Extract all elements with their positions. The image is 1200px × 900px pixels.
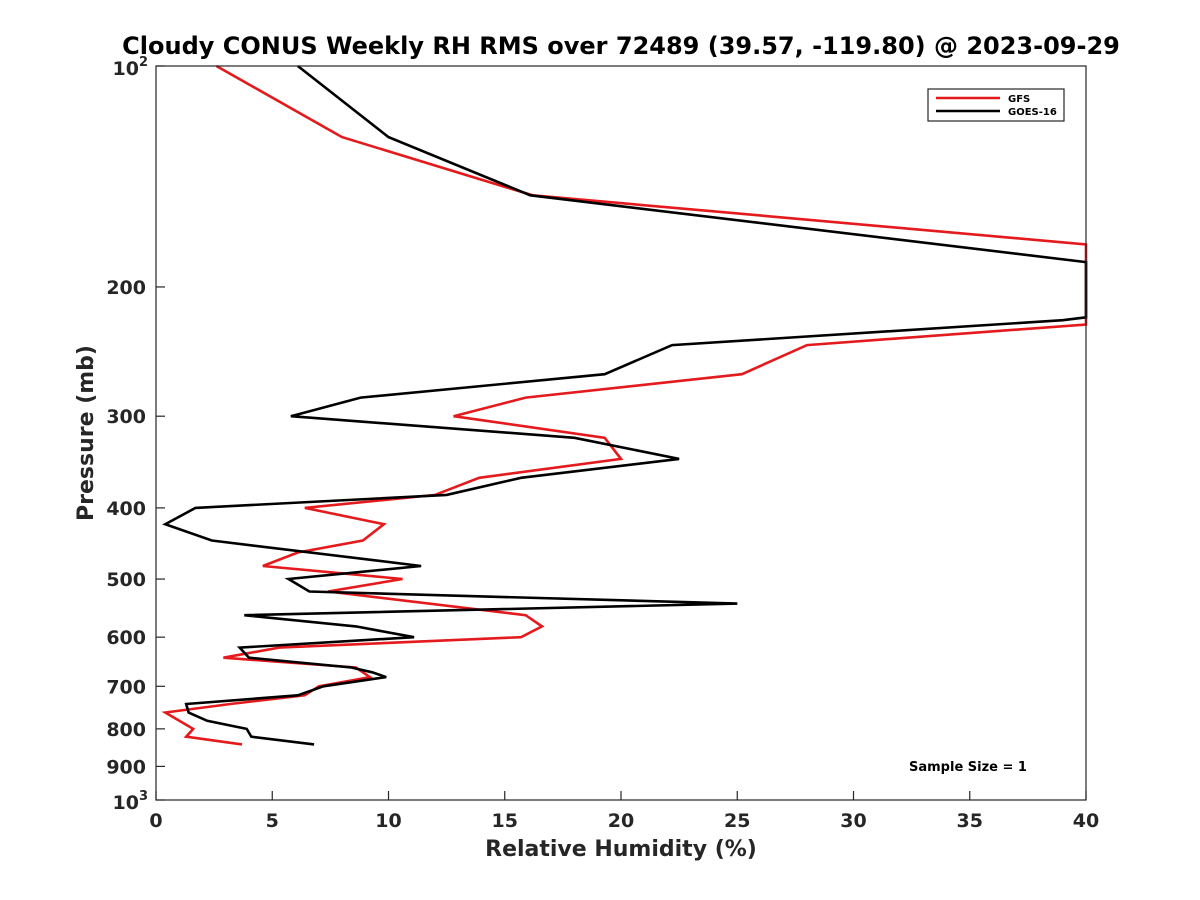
x-tick-label: 40 [1073, 810, 1099, 832]
x-tick-label: 10 [375, 810, 401, 832]
legend-label: GOES-16 [1008, 107, 1057, 118]
legend-label: GFS [1008, 94, 1030, 105]
sample-size-annotation: Sample Size = 1 [909, 760, 1027, 775]
y-axis-label: Pressure (mb) [74, 345, 99, 521]
x-tick-label: 5 [266, 810, 279, 832]
y-tick-label: 800 [106, 719, 146, 741]
y-tick-label: 900 [106, 756, 146, 778]
y-tick-label: 200 [106, 277, 146, 299]
x-tick-label: 15 [492, 810, 518, 832]
series-line-goes-16 [162, 64, 1088, 746]
y-tick-label: 102 [113, 55, 149, 80]
legend: GFS GOES-16 [927, 88, 1065, 122]
x-tick-label: 30 [840, 810, 866, 832]
legend-box [927, 88, 1065, 122]
x-axis-label: Relative Humidity (%) [485, 837, 757, 862]
x-tick-label: 0 [149, 810, 162, 832]
y-tick-label: 400 [106, 498, 146, 520]
y-tick-label: 600 [106, 627, 146, 649]
x-axis: 0 5 10 15 20 25 30 35 40 [149, 791, 1099, 832]
x-tick-label: 35 [957, 810, 983, 832]
x-tick-label: 20 [608, 810, 634, 832]
axes-frame [155, 65, 1087, 801]
y-tick-label: 300 [106, 406, 146, 428]
y-tick-label: 500 [106, 569, 146, 591]
x-tick-label: 25 [724, 810, 750, 832]
y-axis: 102 200 300 400 500 600 700 800 900 103 [106, 55, 165, 814]
plot-lines [161, 64, 1088, 746]
y-tick-label: 103 [113, 789, 149, 814]
y-tick-label: 700 [106, 676, 146, 698]
chart-title: Cloudy CONUS Weekly RH RMS over 72489 (3… [122, 32, 1120, 60]
